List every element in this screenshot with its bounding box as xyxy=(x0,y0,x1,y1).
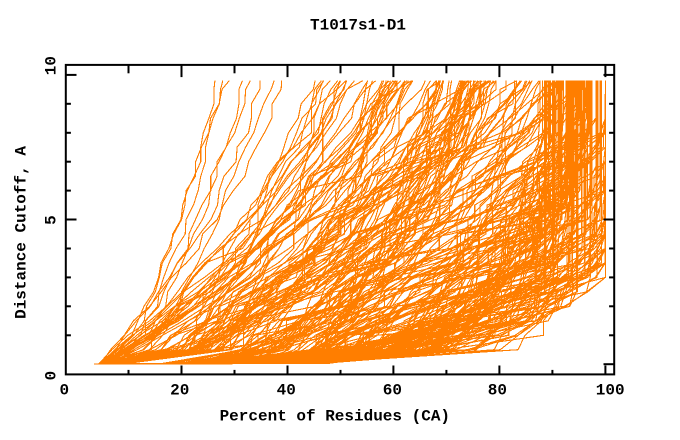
svg-text:10: 10 xyxy=(43,56,61,75)
svg-text:5: 5 xyxy=(43,215,61,225)
svg-text:60: 60 xyxy=(383,381,402,399)
svg-text:100: 100 xyxy=(596,381,625,399)
svg-text:20: 20 xyxy=(170,381,189,399)
svg-text:Distance Cutoff, A: Distance Cutoff, A xyxy=(13,146,31,319)
svg-text:0: 0 xyxy=(43,371,61,381)
svg-text:Percent of Residues (CA): Percent of Residues (CA) xyxy=(220,408,450,426)
svg-text:0: 0 xyxy=(59,381,69,399)
svg-text:T1017s1-D1: T1017s1-D1 xyxy=(310,17,406,35)
svg-text:80: 80 xyxy=(488,381,507,399)
svg-text:40: 40 xyxy=(277,381,296,399)
